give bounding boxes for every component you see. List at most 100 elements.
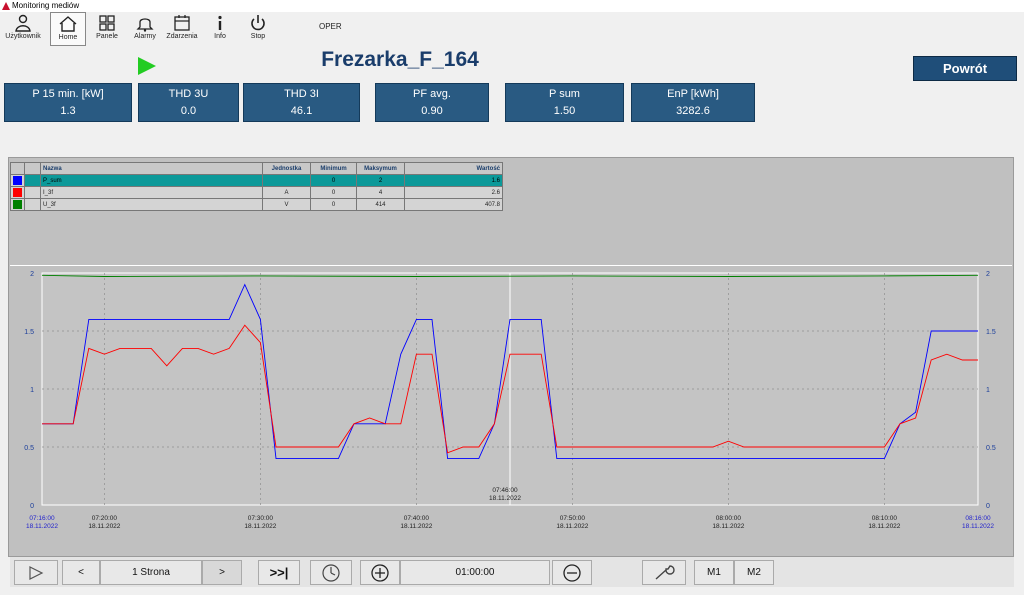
legend-header-name: Nazwa [40, 162, 263, 175]
power-icon [251, 15, 265, 31]
cursor-date-label: 18.11.2022 [489, 495, 521, 502]
events-button[interactable]: Zdarzenia [163, 12, 201, 46]
legend-name: P_sum [40, 174, 263, 187]
legend-max: 2 [356, 174, 405, 187]
y-tick-label-right: 1.5 [986, 329, 996, 336]
kpi-p15: P 15 min. [kW] 1.3 [4, 83, 132, 122]
home-icon [59, 16, 77, 32]
legend-header-unit: Jednostka [262, 162, 311, 175]
legend-row[interactable]: I_3f A 0 4 2.6 [10, 186, 503, 199]
trend-chart[interactable]: 0 00.5 0.51 11.5 1.52 207:16:0018.11.202207:2… [10, 266, 1014, 556]
legend-header-color [10, 162, 25, 175]
zoom-in-button[interactable] [360, 560, 400, 585]
legend-min: 0 [310, 174, 357, 187]
back-button[interactable]: Powrót [913, 56, 1017, 81]
x-tick-date: 18.11.2022 [88, 523, 120, 530]
minus-circle-icon [563, 564, 581, 582]
legend-max: 414 [356, 198, 405, 211]
legend-header-max: Maksymum [356, 162, 405, 175]
home-button[interactable]: Home [50, 12, 86, 46]
x-tick-time: 08:00:00 [716, 515, 742, 522]
legend-min: 0 [310, 198, 357, 211]
kpi-value: 0.0 [180, 105, 197, 117]
toolbar-label-home: Home [58, 34, 78, 41]
stop-button[interactable]: Stop [244, 12, 272, 46]
legend-header-spacer [24, 162, 41, 175]
marker-m1-button[interactable]: M1 [694, 560, 734, 585]
info-icon [218, 15, 222, 30]
legend-separator [10, 265, 1012, 266]
x-tick-time: 08:16:00 [965, 515, 991, 522]
y-tick-label-right: 0 [986, 503, 990, 510]
x-tick-time: 07:40:00 [404, 515, 430, 522]
y-tick-label-right: 0.5 [986, 445, 996, 452]
x-tick-date: 18.11.2022 [244, 523, 276, 530]
window-titlebar: Monitoring mediów [0, 0, 1024, 12]
legend-min: 0 [310, 186, 357, 199]
app-logo-icon [2, 2, 10, 10]
toolbar-label-stop: Stop [250, 33, 266, 40]
running-status-icon [138, 57, 156, 75]
go-end-button[interactable]: >>| [258, 560, 300, 585]
x-tick-time: 08:10:00 [872, 515, 898, 522]
user-button[interactable]: Użytkownik [2, 12, 44, 46]
kpi-label: THD 3U [168, 88, 209, 100]
user-icon [15, 14, 31, 32]
toolbar-label-info: Info [214, 33, 226, 40]
legend-header-min: Minimum [310, 162, 357, 175]
play-outline-icon [29, 566, 44, 580]
kpi-value: 1.3 [60, 105, 76, 117]
kpi-label: PF avg. [413, 88, 451, 100]
toolbar: Użytkownik Home Panele Alarmy Zdarzenia … [0, 12, 1024, 46]
kpi-thd3u: THD 3U 0.0 [138, 83, 239, 122]
alarms-button[interactable]: Alarmy [129, 12, 161, 46]
legend-value: 407.8 [404, 198, 503, 211]
toolbar-label-alarms: Alarmy [134, 33, 156, 40]
y-tick-label-right: 1 [986, 387, 990, 394]
panels-icon [99, 15, 115, 31]
y-tick-label-left: 1.5 [24, 329, 34, 336]
legend-row[interactable]: U_3f V 0 414 407.8 [10, 198, 503, 211]
play-button[interactable] [14, 560, 58, 585]
legend-unit: V [262, 198, 311, 211]
marker-m2-button[interactable]: M2 [734, 560, 774, 585]
legend-unit [262, 174, 311, 187]
toolbar-label-panels: Panele [96, 33, 118, 40]
zoom-out-button[interactable] [552, 560, 592, 585]
x-tick-time: 07:16:00 [29, 515, 55, 522]
clock-icon [322, 564, 340, 582]
wrench-icon [655, 565, 675, 580]
kpi-pf: PF avg. 0.90 [375, 83, 489, 122]
info-button[interactable]: Info [207, 12, 233, 46]
x-tick-date: 18.11.2022 [712, 523, 744, 530]
y-tick-label-left: 1 [30, 387, 34, 394]
time-interval-field[interactable]: 01:00:00 [400, 560, 550, 585]
kpi-psum: P sum 1.50 [505, 83, 624, 122]
legend-name: U_3f [40, 198, 263, 211]
kpi-value: 46.1 [290, 105, 313, 117]
x-tick-time: 07:20:00 [92, 515, 118, 522]
panels-button[interactable]: Panele [90, 12, 124, 46]
series-line-p-sum [42, 283, 978, 460]
legend-table: Nazwa Jednostka Minimum Maksymum Wartość… [10, 162, 503, 211]
next-page-button[interactable]: > [202, 560, 242, 585]
settings-button[interactable] [642, 560, 686, 585]
y-tick-label-right: 2 [986, 271, 990, 278]
prev-page-button[interactable]: < [62, 560, 100, 585]
legend-row[interactable]: P_sum 0 2 1.6 [10, 174, 503, 187]
x-tick-time: 07:50:00 [560, 515, 586, 522]
x-tick-date: 18.11.2022 [556, 523, 588, 530]
kpi-label: EnP [kWh] [667, 88, 719, 100]
mode-indicator: OPER [319, 22, 342, 31]
kpi-enp: EnP [kWh] 3282.6 [631, 83, 755, 122]
series-color-swatch [13, 200, 22, 209]
legend-header-value: Wartość [404, 162, 503, 175]
kpi-thd3i: THD 3I 46.1 [243, 83, 360, 122]
y-tick-label-left: 0 [30, 503, 34, 510]
x-tick-date: 18.11.2022 [868, 523, 900, 530]
page-indicator: 1 Strona [100, 560, 202, 585]
cursor-time-label: 07:46:00 [492, 487, 518, 494]
time-select-button[interactable] [310, 560, 352, 585]
kpi-label: THD 3I [284, 88, 319, 100]
series-line-i-3f [42, 324, 978, 454]
